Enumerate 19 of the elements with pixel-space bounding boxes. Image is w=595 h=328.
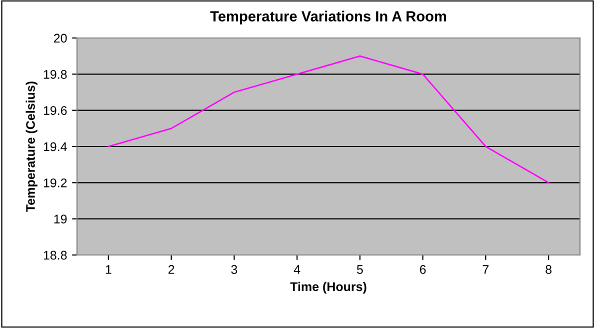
y-tick-label: 19.2 bbox=[44, 178, 67, 188]
y-tick-label: 19.8 bbox=[44, 70, 67, 79]
x-tick-label: 3 bbox=[231, 265, 238, 274]
chart-title: Temperature Variations In A Room bbox=[210, 10, 446, 24]
y-tick-label: 20 bbox=[54, 34, 67, 43]
y-tick-label: 19 bbox=[54, 214, 67, 224]
x-tick-label: 2 bbox=[168, 265, 174, 274]
y-tick-label: 19.4 bbox=[44, 142, 67, 152]
y-tick-label: 18.8 bbox=[44, 250, 67, 260]
line-series bbox=[108, 55, 550, 184]
x-tick-label: 5 bbox=[356, 265, 363, 274]
y-axis-title: Temperature (Celsius) bbox=[26, 82, 38, 212]
x-tick-label: 1 bbox=[106, 265, 112, 274]
y-tick-label: 19.6 bbox=[44, 106, 67, 115]
x-tick-label: 7 bbox=[482, 265, 489, 274]
x-axis-title: Time (Hours) bbox=[290, 282, 366, 294]
x-tick-label: 6 bbox=[420, 265, 426, 274]
x-tick-label: 8 bbox=[546, 265, 552, 274]
x-tick-label: 4 bbox=[294, 265, 300, 274]
